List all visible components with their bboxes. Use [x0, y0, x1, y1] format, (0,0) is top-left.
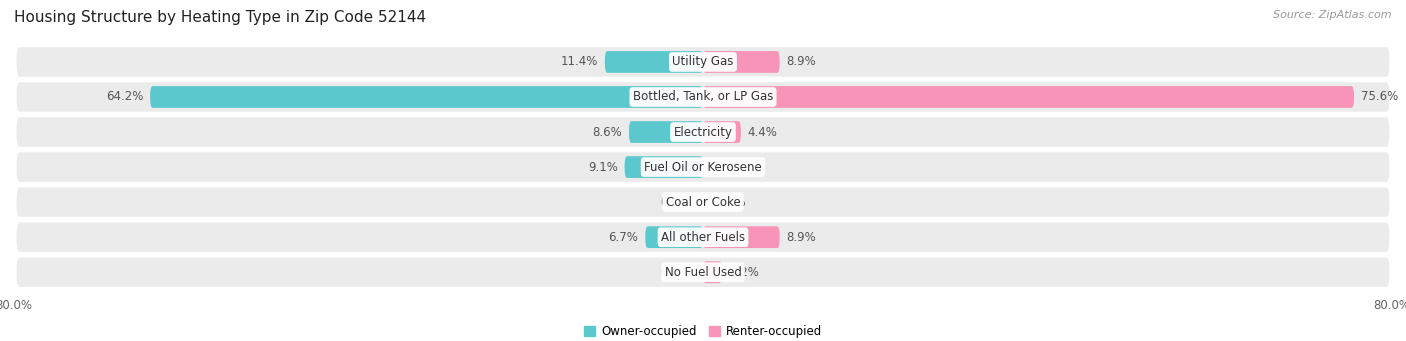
Text: Utility Gas: Utility Gas [672, 56, 734, 69]
FancyBboxPatch shape [703, 226, 780, 248]
Text: 0.0%: 0.0% [716, 161, 745, 174]
Text: 4.4%: 4.4% [748, 125, 778, 138]
FancyBboxPatch shape [628, 121, 703, 143]
Text: Housing Structure by Heating Type in Zip Code 52144: Housing Structure by Heating Type in Zip… [14, 10, 426, 25]
FancyBboxPatch shape [17, 152, 1389, 182]
Text: Fuel Oil or Kerosene: Fuel Oil or Kerosene [644, 161, 762, 174]
Legend: Owner-occupied, Renter-occupied: Owner-occupied, Renter-occupied [579, 321, 827, 341]
Text: 0.0%: 0.0% [716, 196, 745, 209]
Text: Bottled, Tank, or LP Gas: Bottled, Tank, or LP Gas [633, 90, 773, 104]
Text: Source: ZipAtlas.com: Source: ZipAtlas.com [1274, 10, 1392, 20]
Text: All other Fuels: All other Fuels [661, 231, 745, 244]
Text: 11.4%: 11.4% [561, 56, 598, 69]
Text: 2.2%: 2.2% [728, 266, 759, 279]
FancyBboxPatch shape [17, 257, 1389, 287]
Text: 9.1%: 9.1% [588, 161, 617, 174]
FancyBboxPatch shape [703, 121, 741, 143]
FancyBboxPatch shape [624, 156, 703, 178]
FancyBboxPatch shape [150, 86, 703, 108]
FancyBboxPatch shape [645, 226, 703, 248]
Text: 75.6%: 75.6% [1361, 90, 1398, 104]
Text: No Fuel Used: No Fuel Used [665, 266, 741, 279]
FancyBboxPatch shape [703, 86, 1354, 108]
FancyBboxPatch shape [605, 51, 703, 73]
Text: 0.0%: 0.0% [661, 196, 690, 209]
Text: 8.6%: 8.6% [592, 125, 621, 138]
Text: 6.7%: 6.7% [609, 231, 638, 244]
Text: 64.2%: 64.2% [105, 90, 143, 104]
FancyBboxPatch shape [17, 47, 1389, 77]
FancyBboxPatch shape [703, 261, 721, 283]
Text: Electricity: Electricity [673, 125, 733, 138]
FancyBboxPatch shape [17, 188, 1389, 217]
Text: 8.9%: 8.9% [786, 56, 817, 69]
Text: 0.0%: 0.0% [661, 266, 690, 279]
Text: Coal or Coke: Coal or Coke [665, 196, 741, 209]
FancyBboxPatch shape [17, 117, 1389, 147]
FancyBboxPatch shape [17, 222, 1389, 252]
Text: 8.9%: 8.9% [786, 231, 817, 244]
FancyBboxPatch shape [17, 82, 1389, 112]
FancyBboxPatch shape [703, 51, 780, 73]
